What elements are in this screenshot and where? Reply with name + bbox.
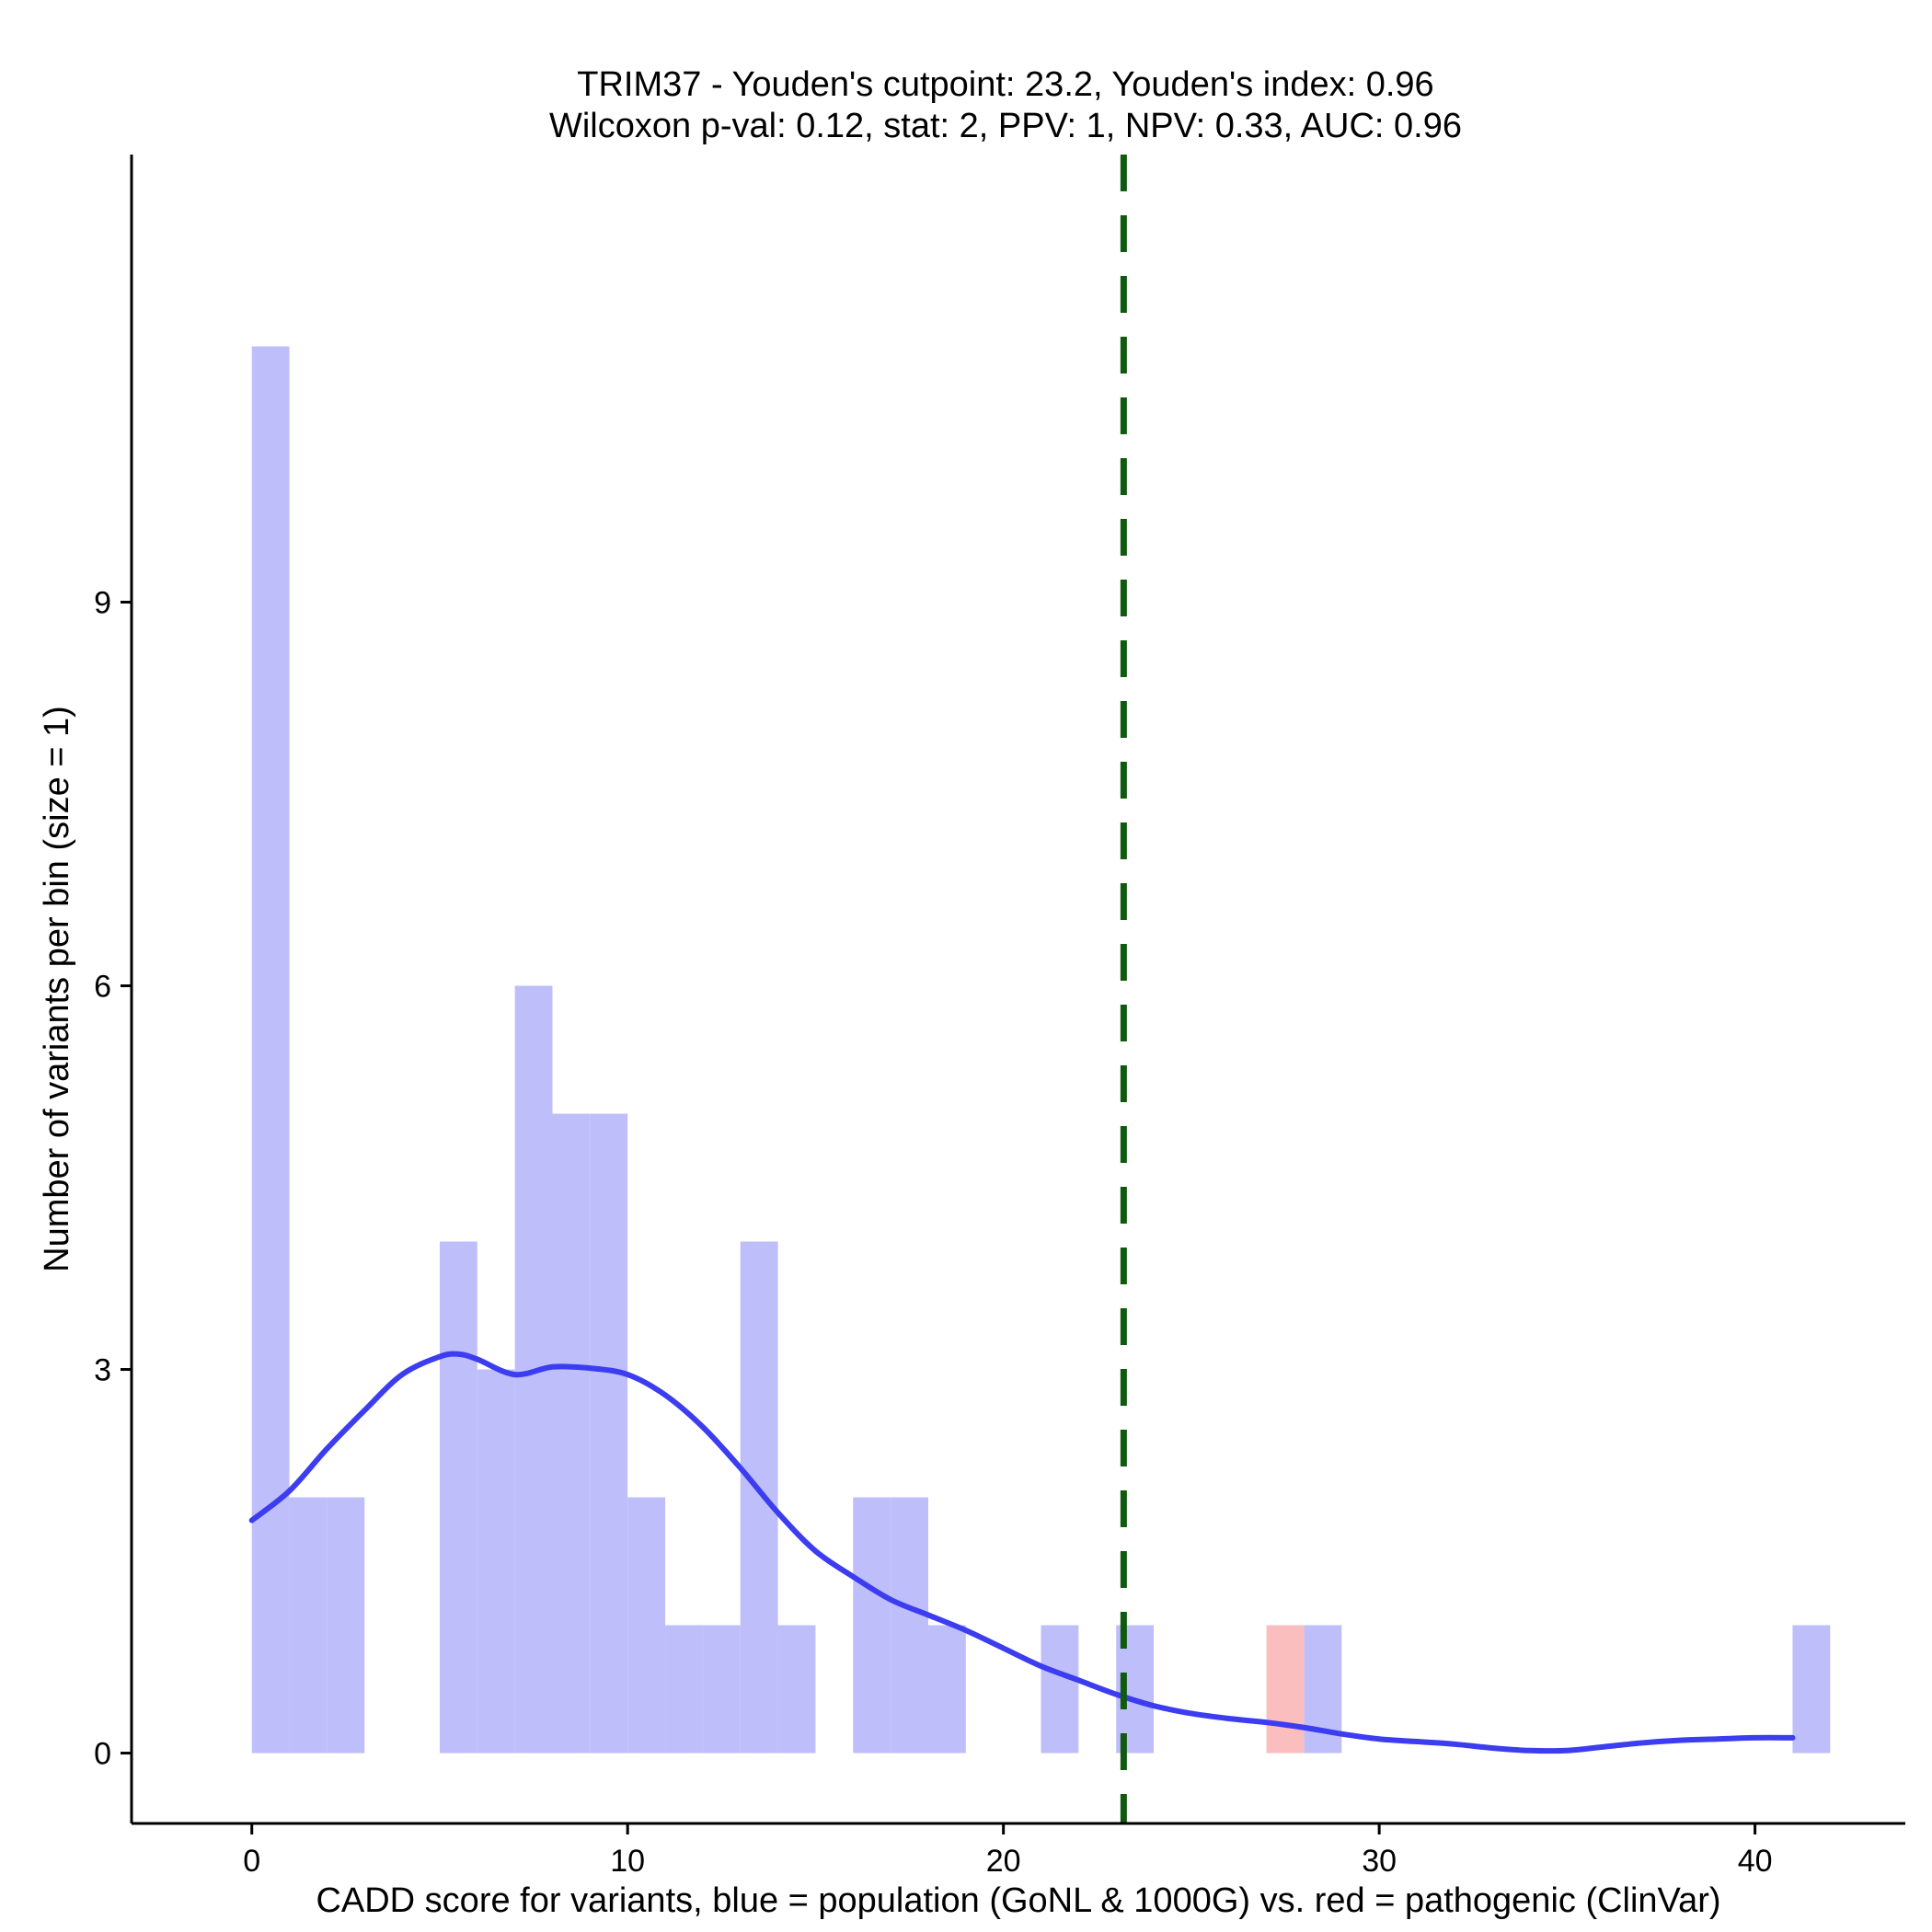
y-tick-label: 9 [94, 586, 111, 621]
population-bar [590, 1113, 628, 1754]
x-tick-label: 40 [1738, 1844, 1773, 1879]
histogram-bars [251, 346, 1831, 1754]
population-bar [777, 1625, 816, 1754]
y-tick-label: 6 [94, 970, 111, 1005]
chart-title-line-2: Wilcoxon p-val: 0.12, stat: 2, PPV: 1, N… [549, 107, 1462, 145]
population-bar [477, 1369, 515, 1754]
population-bar [1041, 1625, 1079, 1754]
y-tick-label: 3 [94, 1353, 111, 1388]
y-axis-title: Number of variants per bin (size = 1) [38, 706, 76, 1272]
y-axis-ticks: 0 3 6 9 [94, 586, 132, 1772]
population-bar [740, 1241, 778, 1754]
population-bar [327, 1497, 365, 1754]
x-axis-ticks: 0 10 20 30 40 [243, 1823, 1773, 1879]
y-tick-label: 0 [94, 1737, 111, 1772]
population-bar [927, 1625, 966, 1754]
population-bar [891, 1497, 928, 1754]
population-bar [251, 346, 290, 1754]
population-bar [289, 1497, 328, 1754]
chart-title-line-1: TRIM37 - Youden's cutpoint: 23.2, Youden… [577, 65, 1433, 104]
axes: 0 10 20 30 40 0 3 6 9 [94, 155, 1905, 1879]
pathogenic-bar [1266, 1625, 1305, 1754]
density-curve [248, 1351, 1796, 1754]
x-axis-title: CADD score for variants, blue = populati… [316, 1881, 1720, 1920]
x-tick-label: 30 [1362, 1844, 1397, 1879]
x-tick-label: 20 [986, 1844, 1021, 1879]
population-bar [702, 1625, 741, 1754]
population-bar [627, 1497, 666, 1754]
x-tick-label: 0 [243, 1844, 260, 1879]
plot-area [248, 155, 1831, 1823]
population-bar [552, 1113, 591, 1754]
population-bar [853, 1497, 891, 1754]
population-bar [665, 1625, 703, 1754]
population-bar [439, 1241, 477, 1754]
population-bar [1792, 1625, 1831, 1754]
x-tick-label: 10 [610, 1844, 645, 1879]
